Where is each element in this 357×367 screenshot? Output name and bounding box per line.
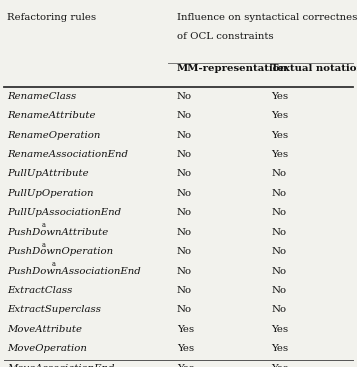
Text: Yes: Yes xyxy=(271,131,288,139)
Text: Yes: Yes xyxy=(271,111,288,120)
Text: MM-representation: MM-representation xyxy=(177,64,288,73)
Text: No: No xyxy=(177,286,192,295)
Text: No: No xyxy=(177,189,192,198)
Text: Textual notation: Textual notation xyxy=(271,64,357,73)
Text: Yes: Yes xyxy=(177,325,194,334)
Text: RenameAssociationEnd: RenameAssociationEnd xyxy=(7,150,128,159)
Text: No: No xyxy=(271,286,286,295)
Text: a: a xyxy=(41,221,46,229)
Text: No: No xyxy=(177,170,192,178)
Text: Yes: Yes xyxy=(271,325,288,334)
Text: PushDownAttribute: PushDownAttribute xyxy=(7,228,108,237)
Text: No: No xyxy=(271,228,286,237)
Text: RenameClass: RenameClass xyxy=(7,92,76,101)
Text: Refactoring rules: Refactoring rules xyxy=(7,13,96,22)
Text: No: No xyxy=(271,170,286,178)
Text: Yes: Yes xyxy=(271,344,288,353)
Text: No: No xyxy=(177,150,192,159)
Text: No: No xyxy=(271,208,286,217)
Text: No: No xyxy=(271,189,286,198)
Text: No: No xyxy=(177,131,192,139)
Text: RenameAttribute: RenameAttribute xyxy=(7,111,96,120)
Text: PushDownOperation: PushDownOperation xyxy=(7,247,113,256)
Text: ExtractClass: ExtractClass xyxy=(7,286,72,295)
Text: PullUpOperation: PullUpOperation xyxy=(7,189,94,198)
Text: No: No xyxy=(271,305,286,315)
Text: No: No xyxy=(177,305,192,315)
Text: of OCL constraints: of OCL constraints xyxy=(177,32,273,41)
Text: No: No xyxy=(271,247,286,256)
Text: No: No xyxy=(177,228,192,237)
Text: MoveAttribute: MoveAttribute xyxy=(7,325,82,334)
Text: RenameOperation: RenameOperation xyxy=(7,131,100,139)
Text: No: No xyxy=(177,208,192,217)
Text: a: a xyxy=(41,241,46,249)
Text: Yes: Yes xyxy=(271,364,288,367)
Text: PushDownAssociationEnd: PushDownAssociationEnd xyxy=(7,266,141,276)
Text: Yes: Yes xyxy=(177,344,194,353)
Text: No: No xyxy=(271,266,286,276)
Text: Yes: Yes xyxy=(177,364,194,367)
Text: MoveAssociationEnd: MoveAssociationEnd xyxy=(7,364,115,367)
Text: MoveOperation: MoveOperation xyxy=(7,344,87,353)
Text: No: No xyxy=(177,92,192,101)
Text: Influence on syntactical correctness: Influence on syntactical correctness xyxy=(177,13,357,22)
Text: PullUpAssociationEnd: PullUpAssociationEnd xyxy=(7,208,121,217)
Text: Yes: Yes xyxy=(271,150,288,159)
Text: Yes: Yes xyxy=(271,92,288,101)
Text: No: No xyxy=(177,266,192,276)
Text: ExtractSuperclass: ExtractSuperclass xyxy=(7,305,101,315)
Text: a: a xyxy=(52,260,56,268)
Text: No: No xyxy=(177,111,192,120)
Text: No: No xyxy=(177,247,192,256)
Text: PullUpAttribute: PullUpAttribute xyxy=(7,170,89,178)
